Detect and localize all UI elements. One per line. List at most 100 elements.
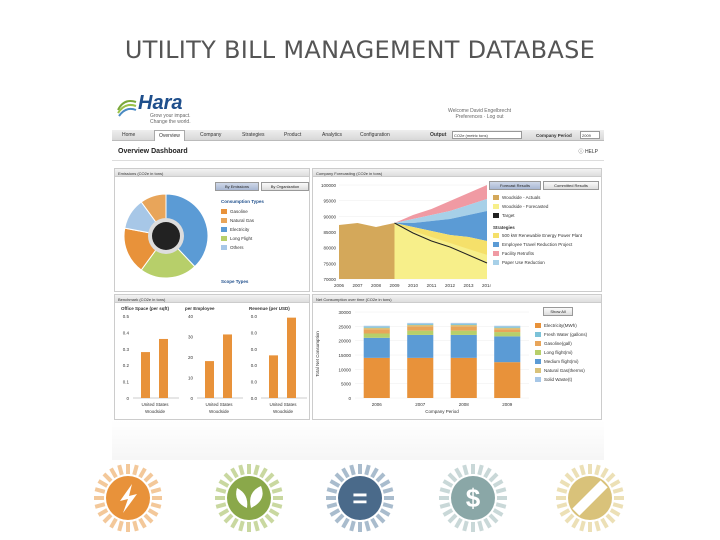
stacked-bar-segment <box>450 357 477 398</box>
by-emissions-button[interactable]: By Emissions <box>215 182 259 191</box>
consumption-legend-item[interactable]: Long flight(mi) <box>535 348 573 357</box>
icon-ray <box>334 513 345 524</box>
slide-title: UTILITY BILL MANAGEMENT DATABASE <box>124 36 596 64</box>
user-links[interactable]: Welcome David Engelbrecht Preferences · L… <box>448 108 511 120</box>
consumption-stacked-bar-chart[interactable]: 30000 25000 20000 15000 10000 5000 0 Total Net … <box>313 304 535 420</box>
x-tick-label: 2006 <box>372 402 383 407</box>
benchmark-bar <box>205 361 214 398</box>
icon-ray <box>609 479 621 488</box>
icon-ray <box>375 513 386 524</box>
main-nav: Home Overview Company Strategies Product… <box>112 130 604 141</box>
forecast-area <box>394 223 487 279</box>
stacked-bar-segment <box>494 362 521 398</box>
legend-label: Facility Retrofits <box>502 251 535 256</box>
icon-ray <box>556 487 568 494</box>
legend-label: Paper Use Reduction <box>502 260 545 265</box>
icon-ray <box>147 508 159 517</box>
icon-ray <box>334 472 345 483</box>
consumption-legend-item[interactable]: Medium flight(mi) <box>535 357 579 366</box>
icon-ray <box>143 472 154 483</box>
y-tick-label: 5000 <box>341 382 352 387</box>
y-tick-label: 20 <box>188 355 194 360</box>
pie-legend-item[interactable]: Electricity <box>221 225 249 234</box>
consumption-legend-item[interactable]: Gasoline(gall) <box>535 339 572 348</box>
x-tick-label: 2013 <box>463 283 474 288</box>
icon-ray <box>375 472 386 483</box>
help-link[interactable]: ⓘ HELP <box>578 149 598 155</box>
tab-overview[interactable]: Overview <box>154 130 185 141</box>
pie-legend-item[interactable]: Others <box>221 243 244 252</box>
pie-legend-item[interactable]: Natural Gas <box>221 216 254 225</box>
legend-swatch <box>493 233 499 239</box>
panel-header: Net Consumption over time (CO2e in tons) <box>313 295 601 303</box>
benchmark-bar <box>287 317 296 398</box>
strategy-legend-item[interactable]: Facility Retrofits <box>493 249 534 258</box>
strategy-legend-item[interactable]: Employee Travel Reduction Project <box>493 240 572 249</box>
legend-label: Long Flight <box>230 236 253 241</box>
strategy-legend-item[interactable]: Paper Use Reduction <box>493 258 545 267</box>
legend-label: Gasoline <box>230 209 248 214</box>
icon-ray <box>488 472 499 483</box>
pie-legend-item[interactable]: Long Flight <box>221 234 252 243</box>
icon-ray <box>215 487 227 494</box>
strategy-legend-item[interactable]: 500 kW Renewable Energy Power Plant <box>493 231 582 240</box>
show-all-button[interactable]: Show All <box>543 307 573 316</box>
forecast-legend-item[interactable]: Target <box>493 211 515 220</box>
forecast-legend-item[interactable]: Woodside - Actuals <box>493 193 540 202</box>
by-organization-button[interactable]: By Organization <box>261 182 309 191</box>
legend-label: Fresh Water (gallons) <box>544 332 588 337</box>
period-select[interactable]: 2009 <box>580 131 600 139</box>
icon-ray <box>442 479 454 488</box>
icon-ray <box>117 464 124 476</box>
stacked-bar-segment <box>363 333 390 338</box>
icon-ray <box>259 467 268 479</box>
legend-label: Solid Waste(t) <box>544 377 573 382</box>
forecast-area-chart[interactable]: 100000 95000 90000 85000 80000 75000 700002006… <box>313 179 491 291</box>
pie-legend-item[interactable]: Gasoline <box>221 207 248 216</box>
icon-ray <box>439 502 451 509</box>
y-tick-label: 0.3 <box>123 347 130 352</box>
subchart-title: Office Space (per sqft) <box>121 306 170 311</box>
y-tick-label: 0.5 <box>123 314 130 319</box>
x-axis-label: Company Period <box>425 409 459 414</box>
balance-icon: = <box>326 464 394 532</box>
subchart-title: per Employee <box>185 306 215 311</box>
benchmark-bar <box>141 352 150 398</box>
x-label: United States <box>205 402 233 407</box>
legend-swatch <box>535 332 541 338</box>
tab-strategies[interactable]: Strategies <box>242 132 265 138</box>
forecast-results-tab[interactable]: Forecast Results <box>489 181 541 190</box>
icon-ray <box>264 513 275 524</box>
benchmark-bar-charts[interactable]: Office Space (per sqft) 0.5 0.4 0.3 0.2 0.1 0 U… <box>115 304 310 420</box>
consumption-panel: Net Consumption over time (CO2e in tons)… <box>312 294 602 420</box>
emissions-pie-chart[interactable] <box>121 191 211 281</box>
tab-analytics[interactable]: Analytics <box>322 132 343 138</box>
consumption-legend-item[interactable]: Fresh Water (gallons) <box>535 330 587 339</box>
icon-ray <box>238 464 245 476</box>
forecast-legend-item[interactable]: Woodside - Forecasted <box>493 202 548 211</box>
icon-ray <box>268 479 280 488</box>
tab-configuration[interactable]: Configuration <box>360 132 390 138</box>
legend-swatch <box>535 377 541 383</box>
output-select[interactable]: CO2e (metric tons) <box>452 131 522 139</box>
icon-ray <box>605 513 616 524</box>
tab-product[interactable]: Product <box>284 132 302 138</box>
stacked-bar-segment <box>494 327 521 330</box>
committed-results-tab[interactable]: Committed Results <box>543 181 599 190</box>
x-tick-label: 2014 <box>482 283 491 288</box>
consumption-legend-item[interactable]: Electricity(MWh) <box>535 321 577 330</box>
emissions-panel: Emissions (CO2e in tons) By Emissions By… <box>114 168 310 292</box>
stacked-bar-segment <box>450 326 477 331</box>
page-title: Overview Dashboard <box>118 148 188 155</box>
tab-company[interactable]: Company <box>200 132 222 138</box>
consumption-legend-item[interactable]: Solid Waste(t) <box>535 375 572 384</box>
x-tick-label: 2008 <box>459 402 470 407</box>
icon-ray <box>454 467 463 479</box>
y-tick-label: 0.0 <box>251 396 258 401</box>
stacked-bar-segment <box>450 324 477 327</box>
icon-ray <box>571 467 580 479</box>
consumption-legend-item[interactable]: Natural Gas(therms) <box>535 366 585 375</box>
icon-ray <box>559 508 571 517</box>
tab-home[interactable]: Home <box>122 132 136 138</box>
hara-logo-icon <box>117 100 137 117</box>
